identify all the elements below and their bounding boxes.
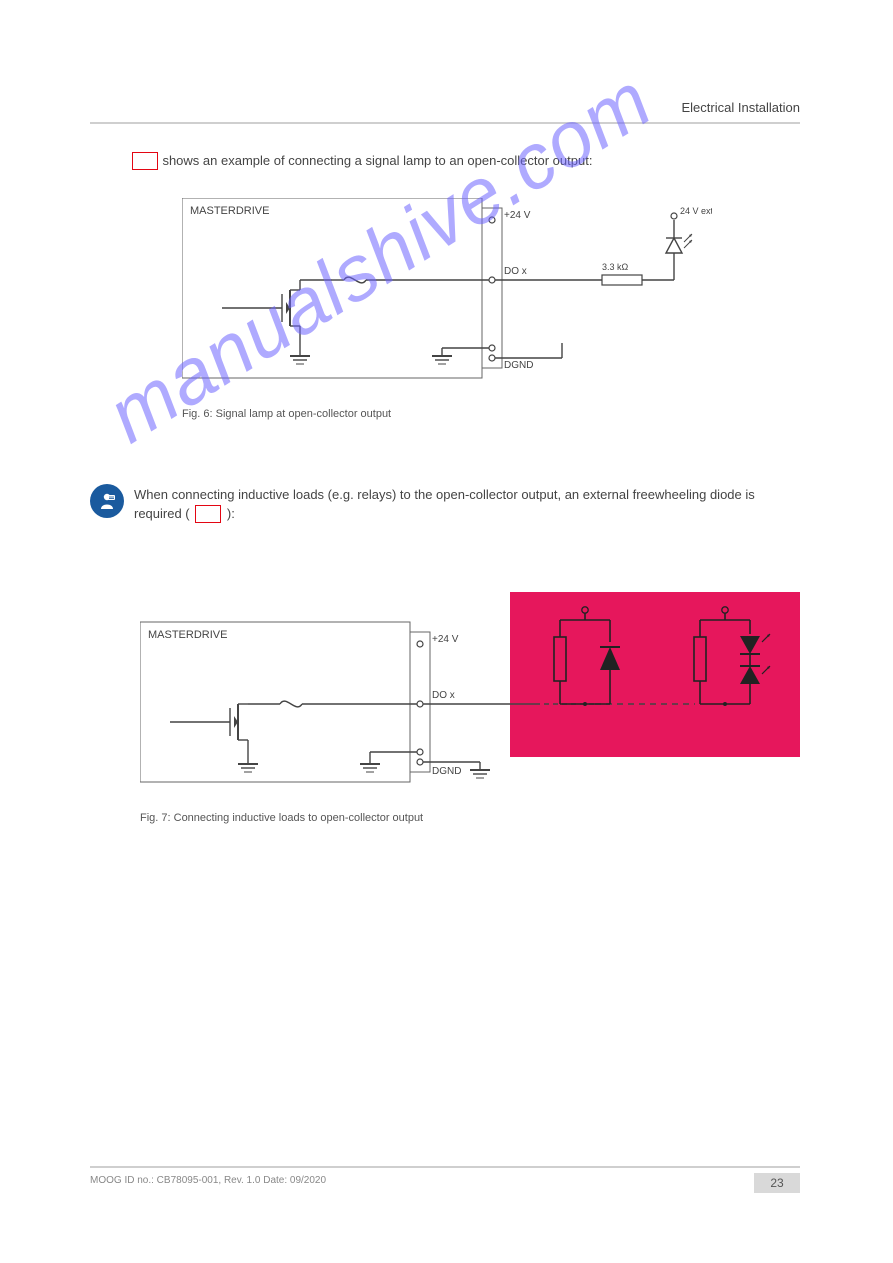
note-text: When connecting inductive loads (e.g. re… <box>134 486 784 524</box>
fig7-24v-label: +24 V <box>432 634 459 645</box>
manual-reference-icon <box>90 484 124 518</box>
fig7-module-label: MASTERDRIVE <box>148 629 227 641</box>
figure-6-caption: Fig. 6: Signal lamp at open-collector ou… <box>182 408 391 420</box>
fig6-vext-label: 24 V ext. <box>680 206 712 216</box>
fig6-resistor-label: 3.3 kΩ <box>602 262 629 272</box>
figure-7: MASTERDRIVE +24 V DO x <box>140 592 800 802</box>
fig7-do-label: DO x <box>432 690 455 701</box>
figure-6: MASTERDRIVE <box>182 198 712 398</box>
fig6-do-label: DO x <box>504 266 527 277</box>
intro-line-1: 17 shows an example of connecting a sign… <box>132 152 592 170</box>
intro-line-1-text: shows an example of connecting a signal … <box>162 153 592 168</box>
fig7-dgnd-label: DGND <box>432 766 461 777</box>
footer-doc-id: MOOG ID no.: CB78095-001, Rev. 1.0 Date:… <box>90 1175 326 1186</box>
header-section-title: Electrical Installation <box>682 100 801 115</box>
page: Electrical Installation 17 shows an exam… <box>0 0 893 1263</box>
fig6-module-label: MASTERDRIVE <box>190 205 269 217</box>
figure-7-caption: Fig. 7: Connecting inductive loads to op… <box>140 812 423 824</box>
footer-rule <box>90 1166 800 1168</box>
header-rule <box>90 122 800 124</box>
fig6-dgnd-label: DGND <box>504 360 533 371</box>
page-number: 23 <box>754 1173 800 1193</box>
fig6-24v-label: +24 V <box>504 210 531 221</box>
ref-box-18: 18 <box>195 505 221 523</box>
ref-box-17: 17 <box>132 152 158 170</box>
note-text-part2: ): <box>227 506 235 521</box>
